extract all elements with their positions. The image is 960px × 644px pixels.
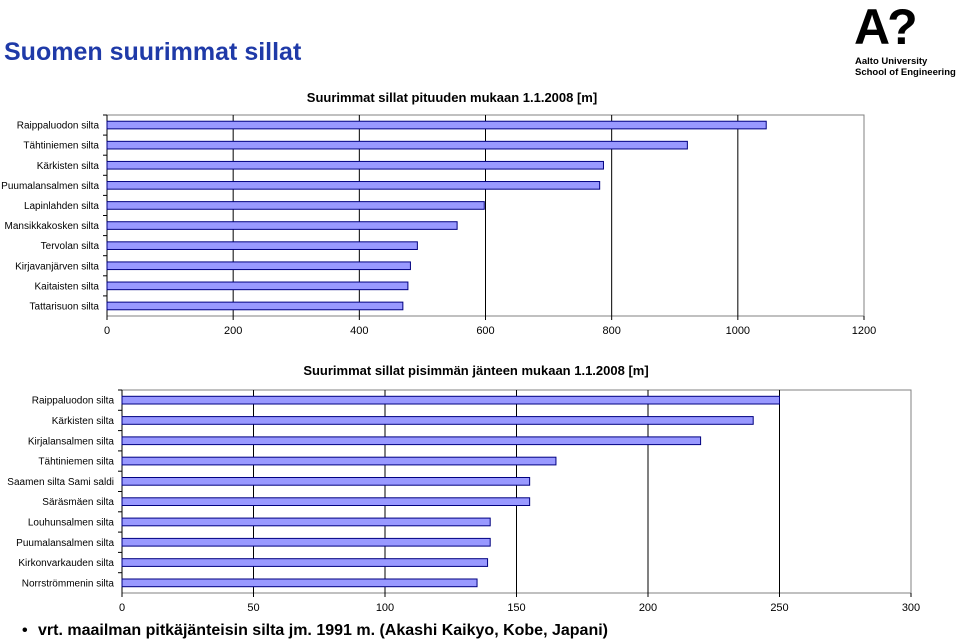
- bar: [106, 201, 485, 210]
- bar: [121, 497, 531, 507]
- category-label: Kärkisten silta: [37, 161, 100, 172]
- bar-chart-length: Suurimmat sillat pituuden mukaan 1.1.200…: [1, 90, 876, 337]
- logo-school-name: School of Engineering: [855, 67, 956, 78]
- x-tick-label: 100: [376, 602, 394, 614]
- bar: [121, 476, 531, 486]
- chart-title: Suurimmat sillat pituuden mukaan 1.1.200…: [307, 90, 597, 105]
- bar: [121, 456, 557, 466]
- logo-university-name: Aalto University: [855, 56, 928, 67]
- x-tick-label: 0: [104, 325, 110, 337]
- bar: [106, 181, 601, 190]
- bar: [106, 281, 409, 291]
- aalto-logo: A? Aalto University School of Engineerin…: [852, 0, 958, 78]
- category-label: Kirkonvarkauden silta: [18, 558, 114, 569]
- bar: [106, 221, 458, 230]
- category-label: Kaitaisten silta: [35, 281, 100, 292]
- category-label: Kärkisten silta: [52, 416, 115, 427]
- category-label: Tervolan silta: [41, 241, 100, 252]
- aalto-logo-mark: A?: [854, 0, 918, 55]
- category-label: Puumalansalmen silta: [16, 538, 114, 549]
- x-tick-label: 0: [119, 602, 125, 614]
- x-tick-label: 600: [476, 325, 494, 337]
- x-tick-label: 200: [639, 602, 657, 614]
- category-label: Puumalansalmen silta: [1, 181, 99, 192]
- category-label: Tattarisuon silta: [30, 301, 100, 312]
- bar-chart-span: Suurimmat sillat pisimmän jänteen mukaan…: [7, 363, 920, 614]
- comparison-note-text: vrt. maailman pitkäjänteisin silta jm. 1…: [38, 622, 608, 639]
- category-label: Raippaluodon silta: [17, 121, 100, 132]
- x-tick-label: 150: [507, 602, 525, 614]
- category-label: Tähtiniemen silta: [23, 141, 99, 152]
- chart-title: Suurimmat sillat pisimmän jänteen mukaan…: [303, 363, 648, 378]
- bar: [106, 160, 604, 170]
- category-label: Mansikkakosken silta: [5, 221, 100, 232]
- x-tick-label: 400: [350, 325, 368, 337]
- x-tick-label: 50: [247, 602, 259, 614]
- category-label: Kirjalansalmen silta: [28, 436, 115, 447]
- page-title: Suomen suurimmat sillat: [4, 38, 302, 66]
- x-tick-label: 300: [902, 602, 920, 614]
- bar: [106, 241, 418, 250]
- x-tick-label: 1000: [726, 325, 750, 337]
- category-label: Louhunsalmen silta: [28, 517, 115, 528]
- bar: [106, 261, 411, 271]
- category-label: Säräsmäen silta: [42, 497, 114, 508]
- category-label: Kirjavanjärven silta: [15, 261, 99, 272]
- x-tick-label: 200: [224, 325, 242, 337]
- bar: [121, 558, 489, 567]
- bullet-mark: •: [22, 622, 28, 639]
- category-label: Tähtiniemen silta: [38, 457, 114, 468]
- x-tick-label: 250: [770, 602, 788, 614]
- category-label: Lapinlahden silta: [24, 201, 99, 212]
- category-label: Norrströmmenin silta: [22, 578, 115, 589]
- bar: [106, 140, 688, 150]
- bar: [106, 120, 767, 130]
- bar: [121, 395, 780, 405]
- bar: [106, 301, 404, 311]
- bar: [121, 537, 491, 547]
- bar: [121, 436, 702, 446]
- category-label: Raippaluodon silta: [32, 396, 115, 407]
- bar: [121, 416, 754, 425]
- bar: [121, 578, 478, 588]
- category-label: Saamen silta Sami saldi: [7, 477, 114, 488]
- x-tick-label: 800: [602, 325, 620, 337]
- x-tick-label: 1200: [852, 325, 876, 337]
- comparison-note: • vrt. maailman pitkäjänteisin silta jm. …: [22, 622, 608, 640]
- bar: [121, 517, 491, 527]
